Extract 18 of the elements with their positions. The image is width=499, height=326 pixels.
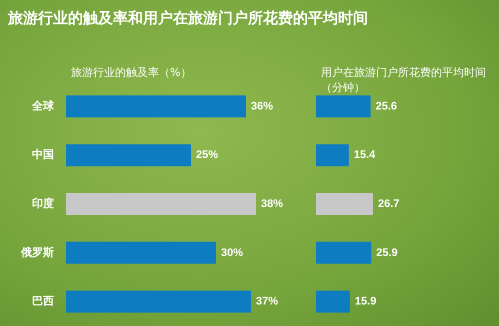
data-label: 25%	[196, 149, 218, 162]
data-label: 30%	[221, 246, 244, 259]
data-label: 25.9	[376, 246, 398, 259]
data-label: 15.9	[354, 296, 376, 308]
y-tick-label: 全球	[31, 99, 55, 112]
y-tick-label: 俄罗斯	[20, 246, 54, 259]
y-tick-label: 印度	[32, 197, 54, 210]
data-label: 37%	[256, 296, 278, 308]
data-label: 26.7	[378, 198, 400, 210]
data-label: 36%	[251, 100, 274, 112]
data-label: 38%	[261, 198, 284, 210]
text: 用户在旅游门户所花费的平均时间（分钟）	[321, 66, 486, 94]
chart-title: 旅游行业的触及率和用户在旅游门户所花费的平均时间	[8, 9, 368, 28]
y-tick-label: 巴西	[32, 296, 54, 308]
data-label: 25.6	[376, 100, 398, 112]
chart-subtitle: 旅游行业的触及率（%）	[71, 66, 192, 79]
y-tick-label: 中国	[32, 148, 54, 162]
data-label: 15.4	[354, 149, 376, 162]
